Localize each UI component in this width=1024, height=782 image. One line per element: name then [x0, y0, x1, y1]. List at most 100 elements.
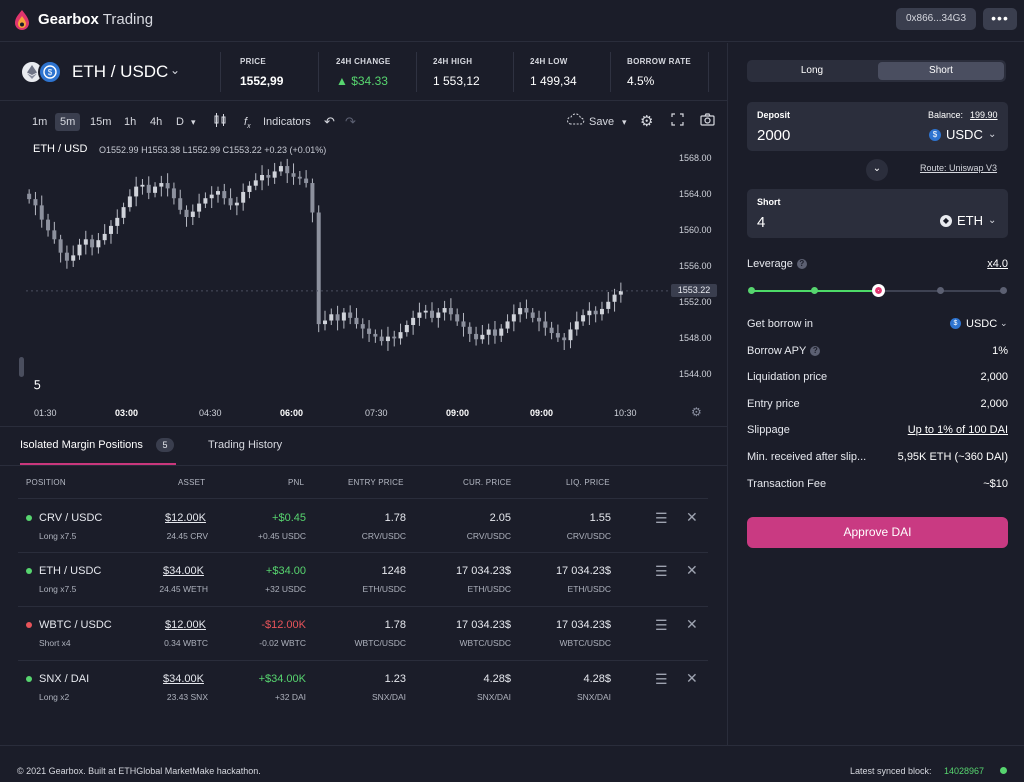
- leverage-slider-thumb[interactable]: [871, 284, 885, 297]
- close-icon[interactable]: ✕: [686, 562, 698, 578]
- candle-body: [373, 333, 378, 337]
- divider: [610, 52, 611, 92]
- undo-icon[interactable]: ↶: [324, 114, 335, 129]
- candle-body: [39, 205, 44, 220]
- candle-body: [562, 337, 567, 341]
- chevron-down-icon[interactable]: ⌄: [1000, 318, 1008, 328]
- asset-value[interactable]: $34.00K: [163, 565, 204, 577]
- y-tick: 1556.00: [679, 261, 712, 271]
- status-dot: [26, 568, 32, 574]
- candle-body: [278, 166, 283, 172]
- indicators-button[interactable]: Indicators: [263, 116, 311, 128]
- short-tab[interactable]: Short: [878, 62, 1004, 80]
- slippage-value[interactable]: Up to 1% of 100 DAI: [907, 424, 1008, 436]
- position-pair: CRV / USDC: [39, 512, 103, 524]
- candle-body: [549, 327, 554, 334]
- deposit-amount-input[interactable]: 2000: [757, 127, 791, 144]
- wallet-address-button[interactable]: 0x866...34G3: [896, 8, 976, 30]
- chevron-down-icon[interactable]: ⌄: [170, 63, 181, 77]
- interval-1m[interactable]: 1m: [32, 116, 48, 128]
- liq-price: 17 034.23$: [555, 619, 611, 631]
- close-icon[interactable]: ✕: [686, 616, 698, 632]
- balance-value[interactable]: 199.90: [970, 110, 998, 120]
- pair-label[interactable]: ETH / USDC: [72, 62, 169, 81]
- camera-icon[interactable]: [700, 113, 715, 131]
- short-box[interactable]: [747, 189, 1008, 238]
- candle-body: [146, 184, 151, 193]
- candle-style-icon[interactable]: [214, 113, 226, 131]
- short-amount-input[interactable]: 4: [757, 214, 766, 231]
- short-token-select[interactable]: ETH: [957, 213, 983, 228]
- chevron-down-icon[interactable]: ⌄: [988, 215, 997, 226]
- divider: [220, 52, 221, 92]
- asset-value[interactable]: $34.00K: [163, 673, 204, 685]
- leverage-value[interactable]: x4.0: [987, 258, 1008, 270]
- route-label[interactable]: Route: Uniswap V3: [920, 163, 998, 173]
- candle-body: [486, 329, 491, 335]
- candle-body: [599, 308, 604, 315]
- borrow-token-select[interactable]: USDC: [966, 318, 998, 330]
- save-button[interactable]: Save: [589, 116, 615, 128]
- help-icon[interactable]: ?: [796, 259, 807, 269]
- more-menu-button[interactable]: •••: [983, 8, 1017, 30]
- candle-body: [354, 317, 359, 325]
- interval-15m[interactable]: 15m: [90, 116, 112, 128]
- interval-5m[interactable]: 5m: [55, 113, 81, 131]
- candlestick-chart[interactable]: [0, 0, 727, 426]
- adjust-sliders-icon[interactable]: ☰: [655, 510, 668, 526]
- interval-1h[interactable]: 1h: [124, 116, 137, 128]
- close-icon[interactable]: ✕: [686, 509, 698, 525]
- cloud-icon[interactable]: [567, 113, 585, 131]
- chart-settings-icon[interactable]: ⚙: [691, 405, 702, 419]
- swap-direction-button[interactable]: ⌄: [866, 159, 888, 181]
- candle-body: [102, 233, 107, 241]
- chevron-down-icon[interactable]: ⌄: [988, 129, 997, 140]
- asset-value[interactable]: $12.00K: [165, 619, 206, 631]
- candle-body: [58, 239, 63, 253]
- short-label: Short: [757, 197, 781, 207]
- slider-step[interactable]: [1000, 287, 1007, 294]
- pnl-amount: -0.02 WBTC: [259, 638, 306, 648]
- y-tick: 1548.00: [679, 333, 712, 343]
- help-icon[interactable]: ?: [810, 346, 821, 356]
- tab-isolated-margin-positions[interactable]: Isolated Margin Positions: [20, 439, 143, 451]
- candle-body: [77, 244, 82, 256]
- divider: [513, 52, 514, 92]
- brand-name[interactable]: Gearbox Trading: [38, 11, 154, 28]
- long-tab[interactable]: Long: [800, 65, 824, 76]
- pnl-amount: +0.45 USDC: [258, 531, 306, 541]
- deposit-box[interactable]: [747, 102, 1008, 151]
- interval-d[interactable]: D: [176, 116, 184, 128]
- indicators-icon[interactable]: fx: [244, 116, 251, 131]
- usdc-coin-icon: $: [38, 60, 62, 84]
- slider-step[interactable]: [811, 287, 818, 294]
- liq-pair: ETH/USDC: [567, 584, 611, 594]
- slider-step[interactable]: [748, 287, 755, 294]
- fullscreen-icon[interactable]: [671, 113, 684, 131]
- candle-body: [367, 328, 372, 334]
- tab-trading-history[interactable]: Trading History: [208, 439, 283, 451]
- deposit-token-select[interactable]: USDC: [946, 127, 983, 142]
- candle-body: [587, 310, 592, 316]
- current-price: 17 034.23$: [455, 565, 511, 577]
- interval-dropdown-icon[interactable]: ▾: [191, 117, 196, 127]
- candle-body: [329, 314, 334, 321]
- settings-gear-icon[interactable]: ⚙: [640, 113, 654, 130]
- asset-value[interactable]: $12.00K: [165, 512, 206, 524]
- chart-scroll-handle[interactable]: [19, 357, 24, 377]
- current-pair: SNX/DAI: [476, 692, 511, 702]
- close-icon[interactable]: ✕: [686, 670, 698, 686]
- adjust-sliders-icon[interactable]: ☰: [655, 671, 668, 687]
- adjust-sliders-icon[interactable]: ☰: [655, 563, 668, 579]
- slider-step[interactable]: [937, 287, 944, 294]
- candle-body: [64, 252, 69, 261]
- asset-amount: 0.34 WBTC: [164, 638, 208, 648]
- interval-4h[interactable]: 4h: [150, 116, 163, 128]
- candle-body: [96, 240, 101, 248]
- adjust-sliders-icon[interactable]: ☰: [655, 617, 668, 633]
- approve-button[interactable]: Approve DAI: [747, 517, 1008, 548]
- redo-icon[interactable]: ↷: [345, 114, 356, 129]
- eth-token-icon: ◆: [940, 215, 952, 227]
- save-dropdown-icon[interactable]: ▾: [622, 117, 627, 127]
- candle-body: [530, 312, 535, 318]
